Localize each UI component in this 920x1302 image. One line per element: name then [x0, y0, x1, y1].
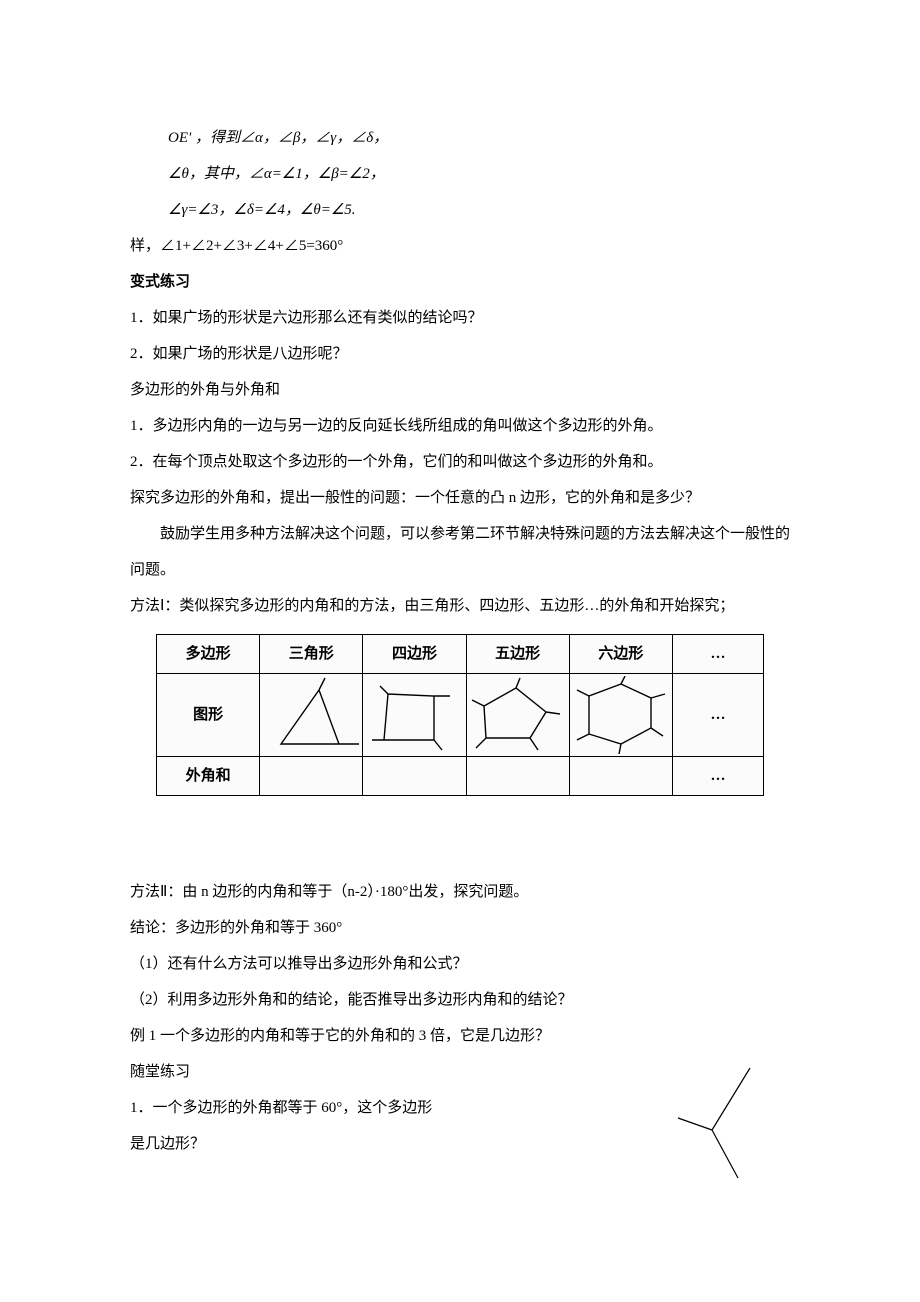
method-1: 方法Ⅰ：类似探究多边形的内角和的方法，由三角形、四边形、五边形…的外角和开始探究… — [130, 588, 790, 624]
conclusion: 结论：多边形的外角和等于 360° — [130, 910, 790, 946]
row-sum-label: 外角和 — [157, 757, 260, 796]
triangle-icon — [261, 676, 361, 754]
line-gamma: ∠γ=∠3，∠δ=∠4，∠θ=∠5. — [168, 192, 790, 228]
sum-triangle — [260, 757, 363, 796]
row-sum-dots: … — [672, 757, 763, 796]
line-oe: OE' ，得到∠α，∠β，∠γ，∠δ， — [168, 120, 790, 156]
sum-hexagon — [569, 757, 672, 796]
sum-quad — [363, 757, 466, 796]
hdr-polygon: 多边形 — [157, 635, 260, 674]
explore-question: 探究多边形的外角和，提出一般性的问题：一个任意的凸 n 边形，它的外角和是多少？ — [130, 480, 790, 516]
method-2: 方法Ⅱ：由 n 边形的内角和等于（n-2）·180°出发，探究问题。 — [130, 874, 790, 910]
hexagon-icon — [571, 676, 671, 754]
example-1: 例 1 一个多边形的内角和等于它的外角和的 3 倍，它是几边形？ — [130, 1018, 790, 1054]
def-ext-sum: 2．在每个顶点处取这个多边形的一个外角，它们的和叫做这个多边形的外角和。 — [130, 444, 790, 480]
q-hexagon: 1．如果广场的形状是六边形那么还有类似的结论吗？ — [130, 300, 790, 336]
cell-quad — [363, 674, 466, 757]
quadrilateral-icon — [364, 676, 464, 754]
table-header-row: 多边形 三角形 四边形 五边形 六边形 … — [157, 635, 764, 674]
sum-pentagon — [466, 757, 569, 796]
spacer — [130, 804, 790, 874]
cell-triangle — [260, 674, 363, 757]
q-octagon: 2．如果广场的形状是八边形呢？ — [130, 336, 790, 372]
pentagon-icon — [468, 676, 568, 754]
hdr-pentagon: 五边形 — [466, 635, 569, 674]
hdr-quad: 四边形 — [363, 635, 466, 674]
table-figure-row: 图形 — [157, 674, 764, 757]
polygon-table-wrap: 多边形 三角形 四边形 五边形 六边形 … 图形 — [156, 634, 764, 796]
def-ext-angle: 1．多边形内角的一边与另一边的反向延长线所组成的角叫做这个多边形的外角。 — [130, 408, 790, 444]
three-ray-icon — [670, 1060, 800, 1190]
line-theta: ∠θ，其中，∠α=∠1，∠β=∠2， — [168, 156, 790, 192]
variation-heading: 变式练习 — [130, 264, 790, 300]
q2-derive: （2）利用多边形外角和的结论，能否推导出多边形内角和的结论？ — [130, 982, 790, 1018]
document-page: OE' ，得到∠α，∠β，∠γ，∠δ， ∠θ，其中，∠α=∠1，∠β=∠2， ∠… — [0, 0, 920, 1242]
sum-360: 样，∠1+∠2+∠3+∠4+∠5=360° — [130, 228, 790, 264]
ext-angle-title: 多边形的外角与外角和 — [130, 372, 790, 408]
table-sum-row: 外角和 … — [157, 757, 764, 796]
polygon-table: 多边形 三角形 四边形 五边形 六边形 … 图形 — [156, 634, 764, 796]
q1-derive: （1）还有什么方法可以推导出多边形外角和公式？ — [130, 946, 790, 982]
hdr-triangle: 三角形 — [260, 635, 363, 674]
cell-pentagon — [466, 674, 569, 757]
cell-hexagon — [569, 674, 672, 757]
row-figure-label: 图形 — [157, 674, 260, 757]
row-figure-dots: … — [672, 674, 763, 757]
hdr-dots: … — [672, 635, 763, 674]
hdr-hexagon: 六边形 — [569, 635, 672, 674]
encourage-methods: 鼓励学生用多种方法解决这个问题，可以参考第二环节解决特殊问题的方法去解决这个一般… — [130, 516, 790, 588]
